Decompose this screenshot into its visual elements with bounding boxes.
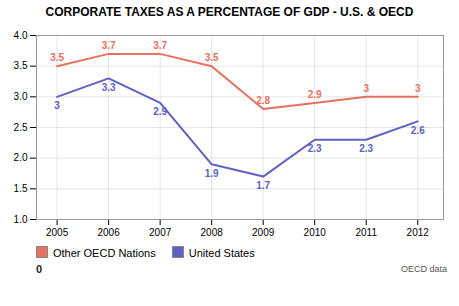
svg-text:2008: 2008 [201, 227, 224, 238]
svg-text:3: 3 [363, 83, 369, 94]
svg-text:3.5: 3.5 [14, 60, 28, 71]
svg-text:2.8: 2.8 [256, 95, 270, 106]
svg-text:1.9: 1.9 [205, 168, 219, 179]
svg-text:2007: 2007 [149, 227, 172, 238]
svg-text:2.5: 2.5 [14, 122, 28, 133]
svg-text:2.0: 2.0 [14, 152, 28, 163]
svg-text:2.3: 2.3 [308, 143, 322, 154]
svg-text:2.9: 2.9 [153, 106, 167, 117]
svg-text:4.0: 4.0 [14, 30, 28, 41]
svg-text:1.7: 1.7 [256, 180, 270, 191]
html-text:United States: United States [188, 246, 255, 259]
svg-text:2009: 2009 [252, 227, 275, 238]
svg-text:3.3: 3.3 [102, 82, 116, 93]
svg-text:2005: 2005 [46, 227, 69, 238]
svg-text:3.5: 3.5 [205, 52, 219, 63]
svg-text:3.0: 3.0 [14, 91, 28, 102]
svg-text:3.7: 3.7 [102, 40, 116, 51]
svg-text:1.5: 1.5 [14, 183, 28, 194]
svg-text:3: 3 [415, 83, 421, 94]
svg-text:3.5: 3.5 [50, 52, 64, 63]
html-text:OECD data: OECD data [401, 264, 447, 274]
svg-text:3: 3 [54, 100, 60, 111]
svg-text:2006: 2006 [98, 227, 121, 238]
svg-text:2011: 2011 [355, 227, 377, 238]
svg-text:2010: 2010 [304, 227, 327, 238]
svg-text:2.6: 2.6 [411, 125, 425, 136]
svg-text:2.9: 2.9 [308, 89, 322, 100]
svg-text:1.0: 1.0 [14, 214, 28, 225]
svg-text:3.7: 3.7 [153, 40, 167, 51]
svg-text:2.3: 2.3 [359, 143, 373, 154]
html-text:CORPORATE TAXES AS A PERCENTAG: CORPORATE TAXES AS A PERCENTAGE OF GDP -… [45, 5, 414, 19]
svg-text:2012: 2012 [407, 227, 430, 238]
html-text:Other OECD Nations: Other OECD Nations [53, 246, 156, 259]
html-text:0: 0 [36, 263, 43, 275]
